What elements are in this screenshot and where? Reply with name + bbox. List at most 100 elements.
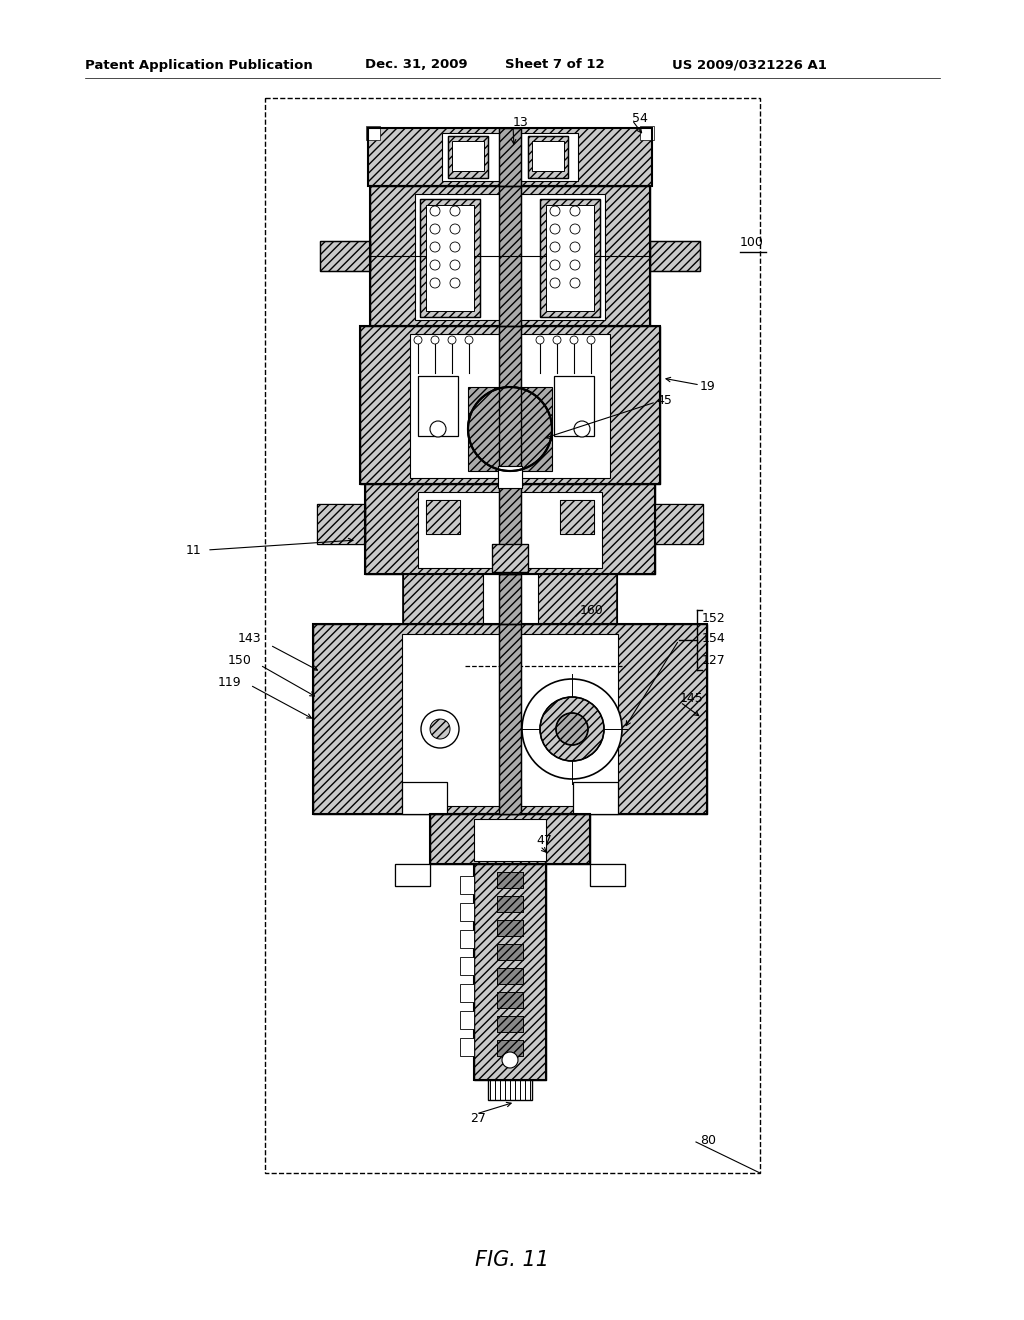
Circle shape xyxy=(450,206,460,216)
Bar xyxy=(497,993,523,1008)
Circle shape xyxy=(430,224,440,234)
Text: 80: 80 xyxy=(700,1134,716,1147)
Bar xyxy=(497,873,523,888)
Circle shape xyxy=(414,337,422,345)
Circle shape xyxy=(550,260,560,271)
Text: FIG. 11: FIG. 11 xyxy=(475,1250,549,1270)
Bar xyxy=(590,865,625,886)
Bar xyxy=(488,1080,532,1100)
Bar xyxy=(492,544,528,572)
Circle shape xyxy=(540,697,604,762)
Bar xyxy=(313,624,707,814)
Bar xyxy=(418,376,458,436)
Bar xyxy=(460,983,474,1002)
Text: Dec. 31, 2009: Dec. 31, 2009 xyxy=(365,58,468,71)
Circle shape xyxy=(502,1052,518,1068)
Circle shape xyxy=(570,337,578,345)
Bar xyxy=(499,574,521,624)
Text: 54: 54 xyxy=(632,111,648,124)
Bar xyxy=(452,141,484,172)
Bar xyxy=(499,128,521,186)
Bar xyxy=(498,466,522,488)
Bar xyxy=(474,865,546,1080)
Circle shape xyxy=(553,337,561,345)
Bar xyxy=(498,466,522,488)
Bar xyxy=(497,944,523,960)
Text: 27: 27 xyxy=(470,1111,485,1125)
Bar xyxy=(370,186,650,326)
Bar xyxy=(265,98,760,1173)
Text: Patent Application Publication: Patent Application Publication xyxy=(85,58,312,71)
Circle shape xyxy=(550,224,560,234)
Bar xyxy=(499,186,521,326)
Bar xyxy=(365,484,655,574)
Text: 11: 11 xyxy=(186,544,202,557)
Bar xyxy=(497,944,523,960)
Text: 100: 100 xyxy=(740,236,764,249)
Bar xyxy=(460,931,474,948)
Circle shape xyxy=(430,260,440,271)
Bar xyxy=(360,326,660,484)
Bar xyxy=(468,387,552,471)
Bar xyxy=(442,133,578,181)
Bar xyxy=(483,574,538,624)
Bar xyxy=(415,194,605,319)
Bar xyxy=(528,136,568,178)
Circle shape xyxy=(430,421,446,437)
Circle shape xyxy=(522,678,622,779)
Bar xyxy=(499,128,521,186)
Bar xyxy=(650,242,700,271)
Bar xyxy=(460,1011,474,1030)
Bar xyxy=(449,136,488,178)
Bar xyxy=(528,136,568,178)
Text: 13: 13 xyxy=(513,116,528,129)
Bar xyxy=(370,186,650,326)
Bar xyxy=(560,500,594,535)
Bar xyxy=(430,814,590,865)
Text: 152: 152 xyxy=(702,611,726,624)
Bar xyxy=(426,500,460,535)
Bar xyxy=(368,128,652,186)
Bar xyxy=(497,1016,523,1032)
Circle shape xyxy=(430,206,440,216)
Bar xyxy=(368,128,652,186)
Circle shape xyxy=(450,260,460,271)
Bar xyxy=(497,920,523,936)
Text: 19: 19 xyxy=(700,380,716,393)
Text: 154: 154 xyxy=(702,631,726,644)
Bar xyxy=(573,781,618,814)
Bar xyxy=(540,199,600,317)
Bar xyxy=(317,504,365,544)
Bar xyxy=(418,492,602,568)
Circle shape xyxy=(450,242,460,252)
Bar xyxy=(499,326,521,484)
Bar xyxy=(420,199,480,317)
Bar xyxy=(449,136,488,178)
Bar xyxy=(460,903,474,921)
Circle shape xyxy=(574,421,590,437)
Bar xyxy=(497,968,523,983)
Bar xyxy=(537,574,617,624)
Bar xyxy=(497,896,523,912)
Bar xyxy=(497,1040,523,1056)
Bar xyxy=(497,896,523,912)
Bar xyxy=(497,968,523,983)
Bar xyxy=(420,199,480,317)
Bar xyxy=(395,865,430,886)
Circle shape xyxy=(468,387,552,471)
Bar xyxy=(460,1038,474,1056)
Bar xyxy=(590,865,625,886)
Bar xyxy=(560,500,594,535)
Bar xyxy=(319,242,370,271)
Text: 45: 45 xyxy=(656,393,672,407)
Circle shape xyxy=(430,279,440,288)
Bar xyxy=(430,814,590,865)
Bar xyxy=(497,920,523,936)
Bar xyxy=(532,141,564,172)
Text: 119: 119 xyxy=(218,676,242,689)
Bar xyxy=(460,876,474,894)
Bar xyxy=(499,484,521,574)
Circle shape xyxy=(570,279,580,288)
Bar xyxy=(366,125,380,140)
Bar xyxy=(650,242,700,271)
